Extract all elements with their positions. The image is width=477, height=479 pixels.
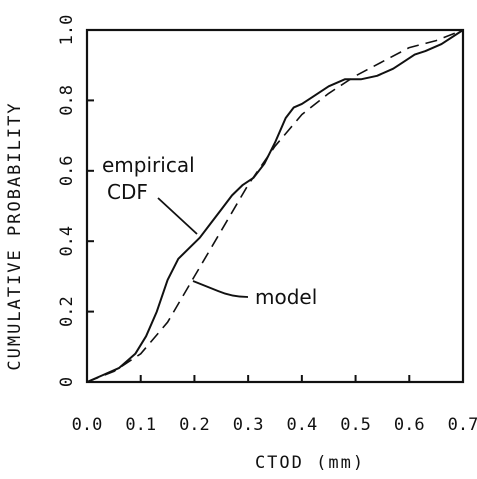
y-tick-label: 0.6 <box>57 155 77 186</box>
empirical-cdf-series-line <box>86 29 464 383</box>
model-series-line <box>86 29 464 383</box>
x-tick-label: 0.7 <box>448 415 477 435</box>
x-tick-label: 0.3 <box>233 415 264 435</box>
x-tick-label: 0.1 <box>125 415 156 435</box>
y-tick-label: 0.8 <box>57 85 77 116</box>
x-tick-label: 0.4 <box>286 415 317 435</box>
y-tick-label: 0.2 <box>57 296 77 327</box>
series-layer <box>86 29 464 383</box>
x-tick-label: 0.5 <box>340 415 371 435</box>
y-tick-label: 1.0 <box>57 15 77 46</box>
x-tick-label: 0.0 <box>72 415 103 435</box>
x-tick-label: 0.2 <box>179 415 210 435</box>
annotation-empirical: empirical <box>102 153 195 177</box>
x-tick-label: 0.6 <box>394 415 425 435</box>
annotation-model: model <box>255 285 317 309</box>
plot-frame <box>85 28 465 384</box>
x-axis-ticks: 0.0 0.1 0.2 0.3 0.4 0.5 0.6 0.7 <box>72 375 477 435</box>
model-leader-line <box>192 280 249 298</box>
y-axis-title: CUMULATIVE PROBABILITY <box>5 101 25 370</box>
y-tick-label: 0.4 <box>57 226 77 257</box>
x-axis-title: CTOD (mm) <box>255 453 365 473</box>
y-tick-label: 0 <box>57 377 77 387</box>
empirical-cdf-leader-line <box>157 197 198 235</box>
y-axis-ticks: 0 0.2 0.4 0.6 0.8 1.0 <box>57 15 94 387</box>
annotation-cdf: CDF <box>107 180 148 204</box>
